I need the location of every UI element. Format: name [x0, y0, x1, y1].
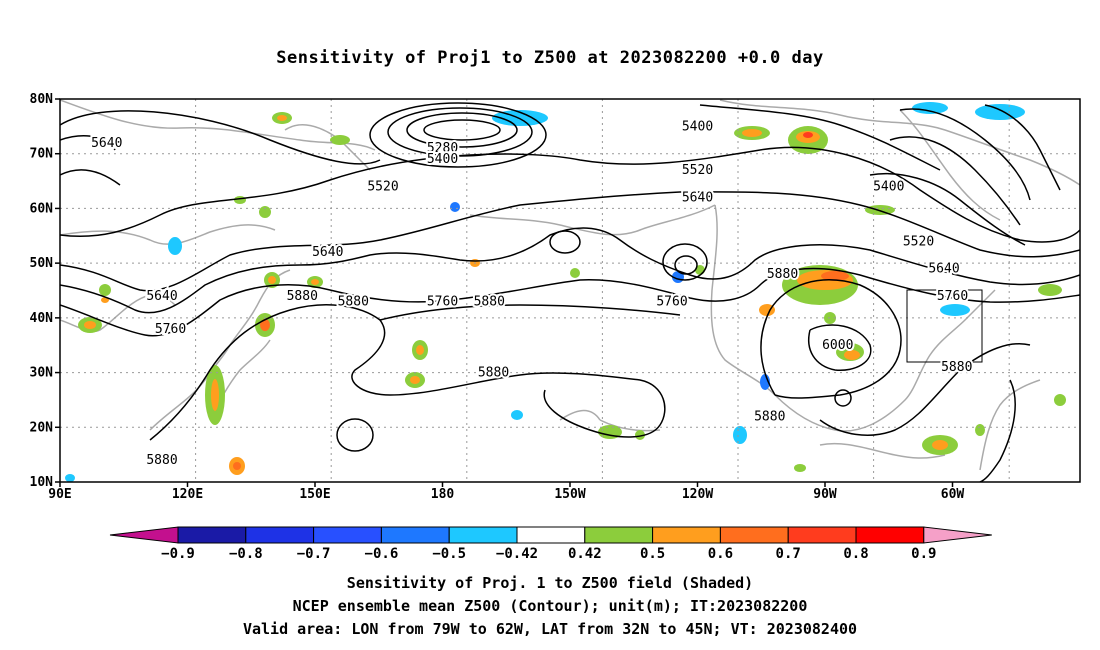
- contour-label: 5880: [478, 366, 509, 381]
- contour-label: 6000: [822, 338, 853, 353]
- colorbar-swatch: [787, 526, 857, 544]
- contour-label: 5760: [656, 294, 687, 309]
- contour-label: 5640: [928, 262, 959, 277]
- colorbar-label: 0.42: [568, 546, 602, 562]
- contour-label: 5520: [682, 163, 713, 178]
- colorbar-low-arrow: [109, 526, 179, 544]
- colorbar-label: −0.7: [297, 546, 331, 562]
- colorbar-swatch: [245, 526, 315, 544]
- contour-label: 5880: [287, 289, 318, 304]
- colorbar: −0.9 −0.8 −0.7 −0.6 −0.5 −0.42 0.42 0.5 0.6 0.7 0.…: [109, 526, 992, 562]
- colorbar-swatch: [313, 526, 382, 544]
- colorbar-label: 0.5: [640, 546, 665, 562]
- colorbar-high-arrow: [923, 526, 992, 544]
- lat-tick-label: 20N: [30, 420, 54, 435]
- contour-label: 5880: [474, 294, 505, 309]
- colorbar-swatch: [516, 526, 586, 544]
- lat-tick-label: 50N: [30, 256, 54, 271]
- colorbar-label: −0.8: [229, 546, 263, 562]
- lon-tick-label: 120E: [172, 487, 203, 502]
- colorbar-swatch: [177, 526, 247, 544]
- contour-label: 5880: [941, 360, 972, 375]
- colorbar-swatch: [652, 526, 721, 544]
- colorbar-label: −0.6: [365, 546, 399, 562]
- contour-label: 5640: [312, 245, 343, 260]
- lon-tick-label: 150E: [299, 487, 330, 502]
- lat-tick-label: 30N: [30, 366, 54, 381]
- lat-tick-label: 10N: [30, 475, 54, 490]
- colorbar-label: 0.6: [708, 546, 733, 562]
- lat-tick-label: 60N: [30, 201, 54, 216]
- lat-tick-label: 80N: [30, 92, 54, 107]
- contour-label: 5880: [754, 409, 785, 424]
- footer-line-3: Valid area: LON from 79W to 62W, LAT fro…: [242, 620, 858, 638]
- contour-label: 5760: [937, 289, 968, 304]
- contour-label: 5640: [146, 289, 177, 304]
- contour-label: 5760: [427, 294, 458, 309]
- lon-tick-label: 120W: [682, 487, 713, 502]
- contour-label: 5280: [427, 141, 458, 156]
- lat-tick-label: 70N: [30, 147, 54, 162]
- contour-label: 5640: [682, 190, 713, 205]
- contour-label: 5400: [682, 119, 713, 134]
- lon-tick-label: 90W: [813, 487, 837, 502]
- colorbar-swatch: [584, 526, 654, 544]
- sensitivity-shading: [65, 102, 1066, 482]
- colorbar-swatch: [448, 526, 518, 544]
- lon-tick-label: 150W: [554, 487, 585, 502]
- contour-label: 5880: [338, 294, 369, 309]
- contour-label: 5520: [903, 234, 934, 249]
- lon-tick-label: 60W: [941, 487, 965, 502]
- valid-area-box: [906, 289, 983, 363]
- lon-tick-label: 180: [431, 487, 455, 502]
- coastlines: [60, 99, 1080, 471]
- colorbar-label: −0.9: [161, 546, 195, 562]
- footer-line-2: NCEP ensemble mean Z500 (Contour); unit(…: [292, 597, 808, 615]
- lon-tick-label: 90E: [48, 487, 71, 502]
- colorbar-swatch: [719, 526, 789, 544]
- contour-label: 5880: [146, 453, 177, 468]
- contour-label: 5400: [873, 180, 904, 195]
- z500-contours: [60, 102, 1080, 482]
- contour-label: 5520: [367, 180, 398, 195]
- colorbar-label: 0.9: [911, 546, 936, 562]
- contour-label: 5400: [427, 152, 458, 167]
- colorbar-label: 0.7: [776, 546, 801, 562]
- colorbar-label: 0.8: [843, 546, 868, 562]
- colorbar-swatch: [380, 526, 450, 544]
- colorbar-label: −0.5: [432, 546, 466, 562]
- footer-line-1: Sensitivity of Proj. 1 to Z500 field (Sh…: [346, 574, 754, 592]
- colorbar-label: −0.42: [496, 546, 538, 562]
- colorbar-swatch: [855, 526, 925, 544]
- contour-label: 5760: [155, 322, 186, 337]
- contour-label: 5880: [767, 267, 798, 282]
- contour-label: 5640: [91, 136, 122, 151]
- lat-tick-label: 40N: [30, 311, 54, 326]
- chart-title: Sensitivity of Proj1 to Z500 at 20230822…: [276, 48, 824, 68]
